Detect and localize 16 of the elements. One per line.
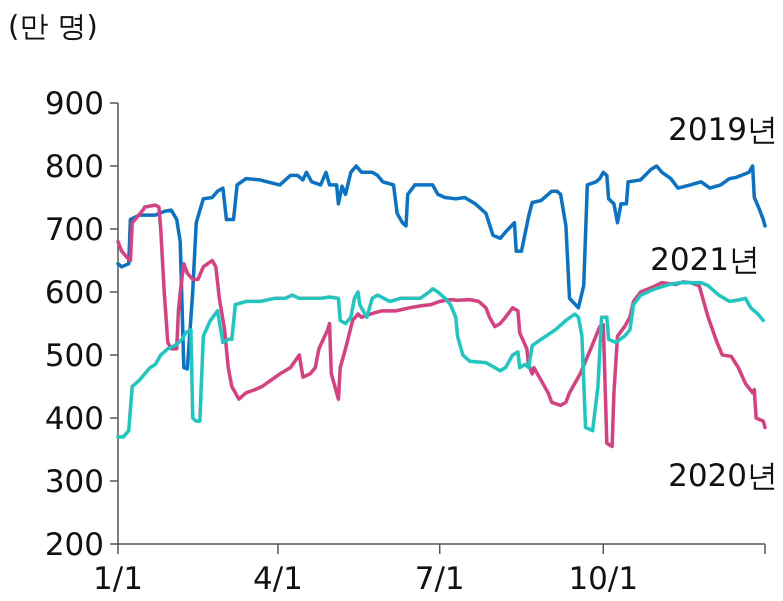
series-label: 2021년	[650, 242, 760, 278]
y-tick-label: 200	[44, 527, 104, 563]
series-label: 2019년	[668, 112, 778, 148]
x-tick-label: 4/1	[253, 561, 303, 597]
y-tick-label: 600	[44, 275, 104, 311]
y-tick-label: 300	[44, 464, 104, 500]
y-tick-label: 400	[44, 401, 104, 437]
y-tick-label: 800	[44, 149, 104, 185]
series-label: 2020년	[668, 458, 778, 494]
x-tick-label: 1/1	[93, 561, 143, 597]
y-axis-title: (만 명)	[8, 9, 98, 43]
y-tick-label: 900	[44, 86, 104, 122]
y-tick-label: 500	[44, 338, 104, 374]
x-tick-label: 10/1	[568, 561, 638, 597]
y-tick-label: 700	[44, 212, 104, 248]
x-tick-label: 7/1	[414, 561, 465, 597]
